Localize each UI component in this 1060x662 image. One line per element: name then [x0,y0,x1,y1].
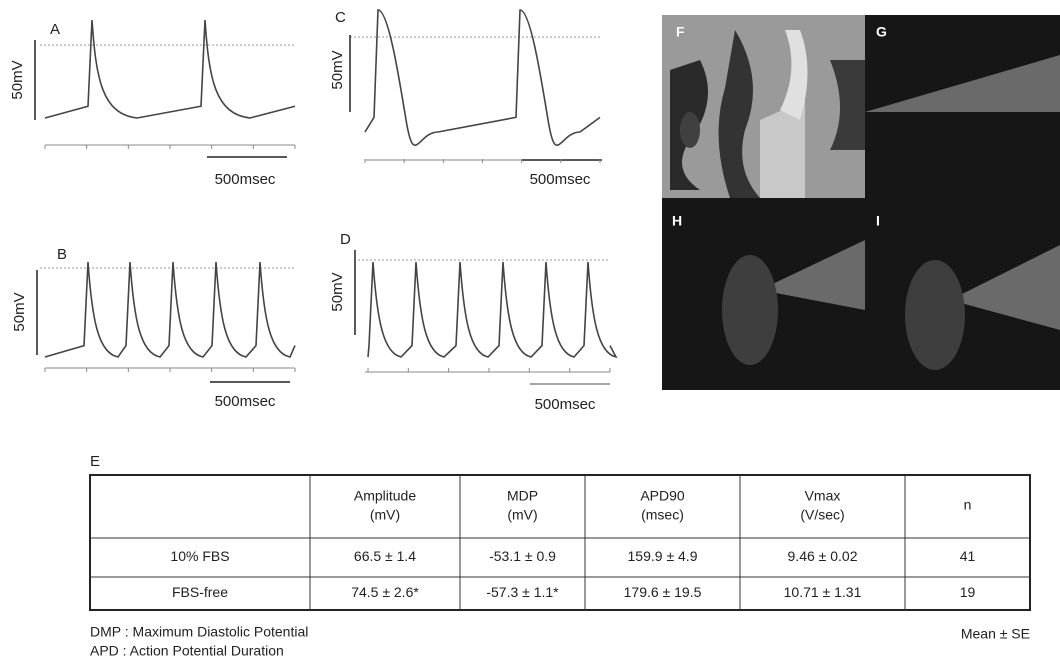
table-cell: 41 [960,548,976,564]
panel-label: C [335,9,346,26]
image-f [662,15,865,198]
action-potential-trace [364,9,601,146]
table-header: Vmax [805,488,841,504]
image-blotch [680,112,700,148]
table-header: MDP [507,488,538,504]
table-cell: 19 [960,584,976,600]
summary-note: Mean ± SE [961,626,1030,642]
voltage-scale-label: 50mV [329,272,346,311]
image-blotch [830,60,865,150]
table-cell: 66.5 ± 1.4 [354,548,416,564]
action-potential-trace [367,261,618,359]
image-blotch [718,30,760,198]
table-cell: -53.1 ± 0.9 [489,548,556,564]
table-cell: 10.71 ± 1.31 [784,584,862,600]
panel-label: B [57,246,67,263]
table-header: Amplitude [354,488,416,504]
table-cell: 9.46 ± 0.02 [788,548,858,564]
table-cell: FBS-free [172,584,228,600]
time-scale-label: 500msec [530,171,591,188]
voltage-scale-label: 50mV [9,60,26,99]
table-cell: 10% FBS [170,548,229,564]
table-header: (mV) [507,507,537,523]
image-blotch [760,100,805,198]
table-cell: -57.3 ± 1.1* [486,584,559,600]
action-potential-trace [44,261,296,358]
footnote: DMP : Maximum Diastolic Potential [90,624,308,640]
image-g-shape [865,55,1060,112]
image-h-cell [722,255,778,365]
image-blotch [780,30,808,120]
image-label: H [672,213,682,229]
table-header: (msec) [641,507,684,523]
time-scale-label: 500msec [215,171,276,188]
image-i-shape [950,245,1060,330]
table-header: (V/sec) [800,507,844,523]
image-label: F [676,24,685,40]
panel-label: D [340,231,351,248]
image-label: G [876,24,887,40]
time-scale-label: 500msec [535,396,596,413]
footnote: APD : Action Potential Duration [90,643,284,659]
time-scale-label: 500msec [215,393,276,410]
image-label: I [876,213,880,229]
panel-label: A [50,21,60,38]
table: Amplitude (mV) MDP (mV) APD90 (msec) Vmax (V/se… [89,474,1031,611]
table-border [89,474,1031,611]
table-cell: 179.6 ± 19.5 [624,584,702,600]
voltage-scale-label: 50mV [11,292,28,331]
table-cell: 159.9 ± 4.9 [628,548,698,564]
voltage-scale-label: 50mV [329,50,346,89]
table-header: APD90 [640,488,685,504]
table-header: (mV) [370,507,400,523]
table-header: n [964,497,972,513]
table-cell: 74.5 ± 2.6* [351,584,419,600]
table-label: E [90,453,100,470]
action-potential-trace [44,19,296,119]
image-h-shape [760,240,865,310]
image-i-cell [905,260,965,370]
